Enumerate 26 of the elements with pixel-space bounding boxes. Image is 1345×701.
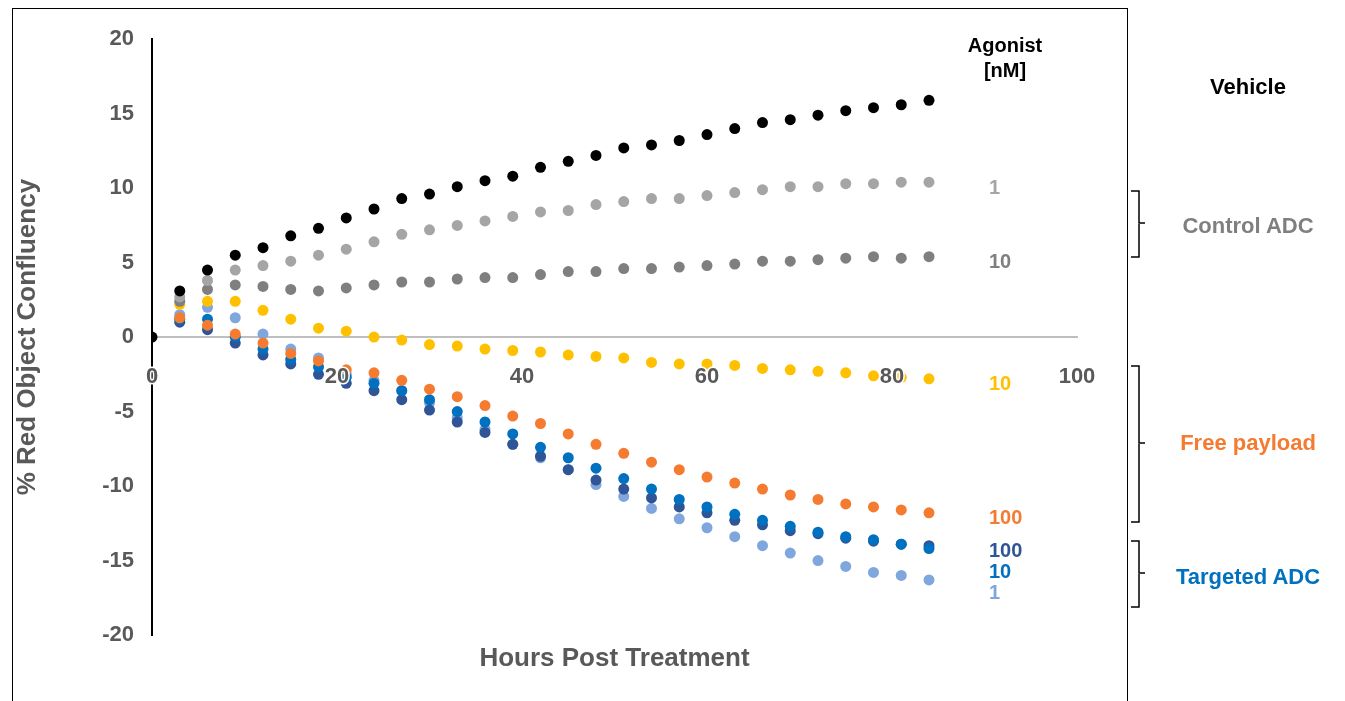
text: 10 xyxy=(989,250,1012,273)
text: 1 xyxy=(989,581,1001,604)
text: Control ADC xyxy=(1181,213,1315,239)
text: 10 xyxy=(989,560,1012,583)
y-tick-label: 0 xyxy=(121,323,134,349)
y-tick-label: -15 xyxy=(102,546,134,572)
text: Targeted ADC xyxy=(1174,564,1322,590)
x-tick-label: 40 xyxy=(509,363,535,389)
y-tick-label: -10 xyxy=(102,472,134,498)
text: 100 xyxy=(989,506,1023,529)
y-axis-title: % Red Object Confluency xyxy=(10,178,41,496)
x-tick-label: 100 xyxy=(1058,363,1096,389)
text: 10 xyxy=(989,372,1012,395)
y-tick-label: 10 xyxy=(109,174,134,200)
y-tick-label: -5 xyxy=(114,397,134,423)
y-tick-label: 20 xyxy=(109,25,134,51)
y-tick-label: -20 xyxy=(102,621,134,647)
y-tick-label: 5 xyxy=(121,248,134,274)
x-tick-label: 60 xyxy=(694,363,720,389)
text: Free payload xyxy=(1179,430,1317,456)
text: Vehicle xyxy=(1209,74,1287,100)
x-axis-title: Hours Post Treatment xyxy=(479,642,750,673)
y-tick-label: 15 xyxy=(109,99,134,125)
text: 100 xyxy=(989,539,1023,562)
legend-title: Agonist [nM] xyxy=(967,33,1043,81)
text: 1 xyxy=(989,175,1001,198)
